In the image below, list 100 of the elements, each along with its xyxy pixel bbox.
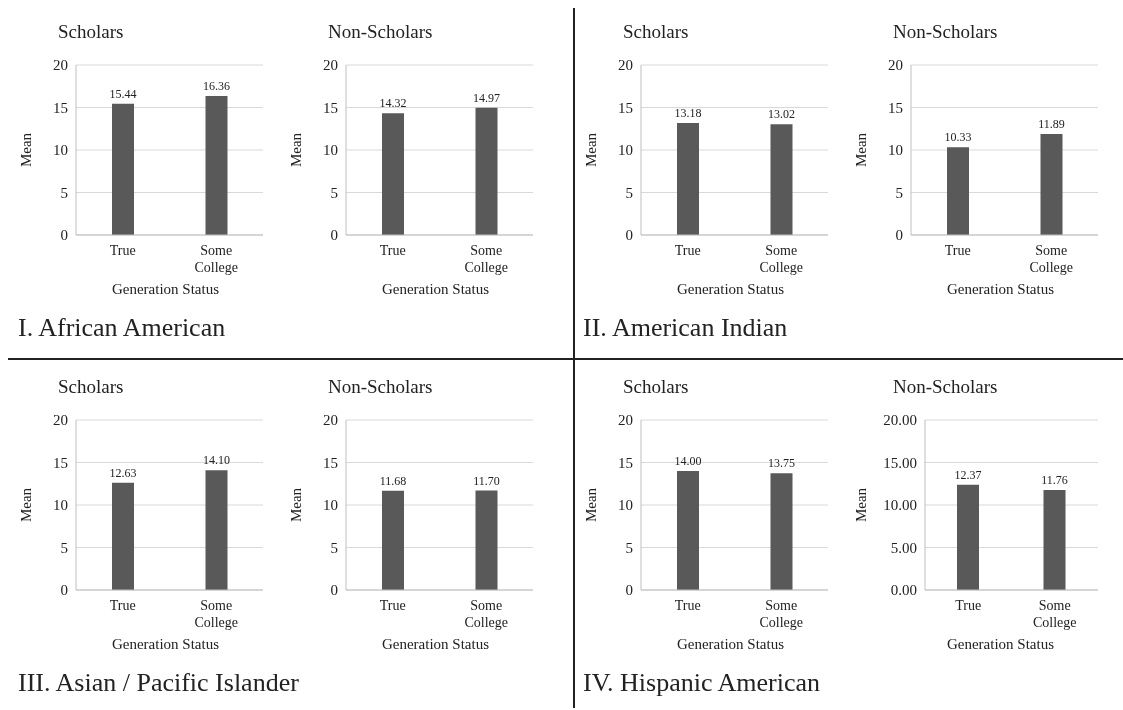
data-label: 11.68	[379, 473, 407, 488]
y-tick-label: 15	[53, 454, 68, 471]
y-tick-label: 10	[53, 142, 68, 159]
data-label: 10.33	[944, 130, 972, 145]
y-tick-label: 0	[60, 227, 68, 244]
y-tick-label: 5	[625, 184, 633, 201]
x-tick-label: True	[944, 243, 971, 258]
x-tick-label: True	[674, 598, 701, 613]
data-label: 14.10	[203, 453, 230, 468]
x-tick-label: True	[109, 243, 136, 258]
x-axis-title: Generation Status	[380, 281, 491, 298]
chart-title: Scholars	[58, 376, 124, 398]
x-tick-label: Some College	[759, 598, 804, 630]
x-tick-label: True	[379, 243, 406, 258]
y-tick-label: 20	[618, 57, 633, 74]
y-tick-label: 5	[625, 539, 633, 556]
y-tick-label: 20.00	[883, 412, 917, 429]
y-tick-label: 5	[895, 184, 903, 201]
x-axis-title: Generation Status	[945, 281, 1056, 298]
data-label: 15.44	[109, 86, 137, 101]
y-axis-title: Mean	[288, 487, 305, 523]
y-axis-title: Mean	[18, 487, 35, 523]
y-axis-title: Mean	[853, 487, 870, 523]
y-tick-label: 0	[330, 227, 338, 244]
y-tick-label: 5.00	[890, 539, 917, 556]
data-label: 14.32	[379, 96, 407, 111]
data-label: 12.37	[954, 467, 982, 482]
chart-title: Scholars	[623, 21, 689, 43]
data-label: 14.97	[473, 90, 500, 105]
x-axis-title: Generation Status	[110, 281, 221, 298]
x-tick-label: True	[109, 598, 136, 613]
y-tick-label: 10	[323, 142, 338, 159]
data-label: 14.00	[674, 454, 702, 468]
x-tick-label: True	[379, 598, 406, 613]
y-tick-label: 20	[323, 412, 338, 429]
x-tick-label: Some College	[464, 243, 509, 275]
x-tick-label: Some College	[194, 243, 239, 275]
y-tick-label: 10	[888, 142, 903, 159]
y-tick-label: 15	[53, 99, 68, 116]
x-tick-label: Some College	[1029, 243, 1074, 275]
y-tick-label: 5	[60, 539, 68, 556]
y-tick-label: 15	[618, 99, 633, 116]
x-axis-title: Generation Status	[110, 636, 221, 653]
y-tick-label: 0	[895, 227, 903, 244]
y-tick-label: 0	[625, 227, 633, 244]
chart-title: Non-Scholars	[328, 21, 433, 43]
y-axis-title: Mean	[583, 132, 600, 168]
y-tick-label: 15	[618, 454, 633, 471]
y-axis-title: Mean	[583, 487, 600, 523]
chart-title: Non-Scholars	[893, 376, 998, 398]
y-tick-label: 15.00	[883, 454, 917, 471]
text: II. American Indian	[583, 313, 788, 343]
data-label: 13.18	[674, 105, 702, 120]
data-label: 16.36	[203, 78, 230, 93]
y-tick-label: 20	[53, 412, 68, 429]
y-tick-label: 0	[625, 582, 633, 599]
y-tick-label: 0.00	[890, 582, 917, 599]
y-tick-label: 15	[323, 454, 338, 471]
x-axis-title: Generation Status	[380, 636, 491, 653]
chart-title: Non-Scholars	[893, 21, 998, 43]
x-tick-label: True	[674, 243, 701, 258]
x-tick-label: Some College	[464, 598, 509, 630]
y-tick-label: 15	[888, 99, 903, 116]
y-tick-label: 20	[618, 412, 633, 429]
y-tick-label: 15	[323, 99, 338, 116]
y-tick-label: 20	[53, 57, 68, 74]
y-tick-label: 10	[53, 497, 68, 514]
x-axis-title: Generation Status	[675, 281, 786, 298]
data-label: 11.70	[473, 473, 500, 488]
chart-title: Non-Scholars	[328, 376, 433, 398]
y-tick-label: 20	[888, 57, 903, 74]
x-tick-label: Some College	[759, 243, 804, 275]
text: IV. Hispanic American	[583, 668, 821, 698]
data-label: 13.75	[768, 456, 795, 471]
chart-title: Scholars	[623, 376, 689, 398]
y-tick-label: 0	[60, 582, 68, 599]
x-tick-label: Some College	[194, 598, 239, 630]
x-axis-title: Generation Status	[675, 636, 786, 653]
y-tick-label: 10.00	[883, 497, 917, 514]
y-tick-label: 10	[618, 497, 633, 514]
text: I. African American	[18, 313, 226, 343]
y-tick-label: 10	[323, 497, 338, 514]
y-tick-label: 0	[330, 582, 338, 599]
text: III. Asian / Pacific Islander	[18, 668, 299, 698]
data-label: 12.63	[109, 465, 137, 480]
y-axis-title: Mean	[288, 132, 305, 168]
data-label: 11.76	[1041, 473, 1068, 488]
y-axis-title: Mean	[853, 132, 870, 168]
y-tick-label: 5	[330, 539, 338, 556]
y-tick-label: 10	[618, 142, 633, 159]
x-axis-title: Generation Status	[945, 636, 1056, 653]
data-label: 11.89	[1038, 116, 1065, 131]
y-tick-label: 5	[60, 184, 68, 201]
x-tick-label: True	[955, 598, 982, 613]
x-tick-label: Some College	[1032, 598, 1077, 630]
y-tick-label: 5	[330, 184, 338, 201]
data-label: 13.02	[768, 107, 795, 122]
chart-title: Scholars	[58, 21, 124, 43]
y-axis-title: Mean	[18, 132, 35, 168]
y-tick-label: 20	[323, 57, 338, 74]
